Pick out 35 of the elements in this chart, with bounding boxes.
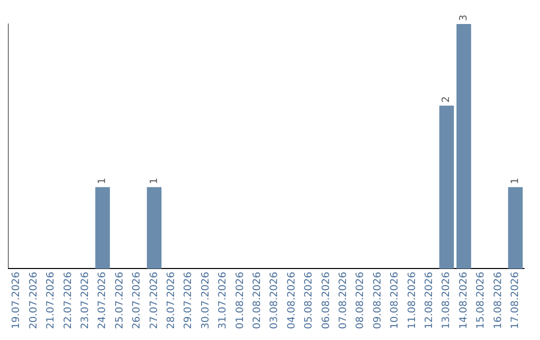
x-tick-label: 25.07.2026 — [114, 272, 126, 330]
x-tick-label: 14.08.2026 — [458, 272, 470, 330]
x-tick-label: 12.08.2026 — [424, 272, 435, 330]
x-tick-label: 31.07.2026 — [218, 272, 229, 330]
x-tick-label: 10.08.2026 — [390, 272, 401, 330]
x-tick-label: 06.08.2026 — [320, 272, 332, 330]
x-tick-label: 30.07.2026 — [200, 272, 212, 330]
x-tick-label: 23.07.2026 — [80, 272, 91, 330]
x-tick-label: 29.07.2026 — [183, 272, 194, 330]
x-tick-label: 01.08.2026 — [234, 272, 246, 330]
x-tick-label: 26.07.2026 — [132, 272, 143, 330]
data-label: 2 — [441, 96, 452, 103]
data-label: 3 — [458, 14, 470, 21]
data-label: 1 — [510, 178, 521, 184]
x-tick-label: 20.07.2026 — [28, 272, 40, 330]
x-tick-label: 21.07.2026 — [46, 272, 57, 330]
x-tick-label: 02.08.2026 — [252, 272, 263, 330]
x-tick-label: 15.08.2026 — [476, 272, 487, 330]
x-tick-label: 24.07.2026 — [97, 272, 108, 330]
x-tick-label: 28.07.2026 — [166, 272, 177, 330]
x-tick-label: 16.08.2026 — [492, 272, 504, 330]
data-label: 1 — [148, 178, 160, 184]
x-tick-label: 03.08.2026 — [269, 272, 280, 330]
x-tick-label: 04.08.2026 — [286, 272, 298, 330]
x-tick-label: 19.07.2026 — [11, 272, 22, 330]
x-tick-label: 17.08.2026 — [510, 272, 521, 330]
x-tick-label: 13.08.2026 — [441, 272, 452, 330]
x-tick-label: 07.08.2026 — [338, 272, 349, 330]
x-tick-label: 08.08.2026 — [355, 272, 366, 330]
x-tick-label: 05.08.2026 — [304, 272, 315, 330]
x-tick-label: 27.07.2026 — [148, 272, 160, 330]
x-tick-label: 09.08.2026 — [372, 272, 384, 330]
x-tick-label: 11.08.2026 — [406, 272, 418, 330]
data-label: 1 — [97, 178, 108, 184]
x-tick-label: 22.07.2026 — [62, 272, 74, 330]
